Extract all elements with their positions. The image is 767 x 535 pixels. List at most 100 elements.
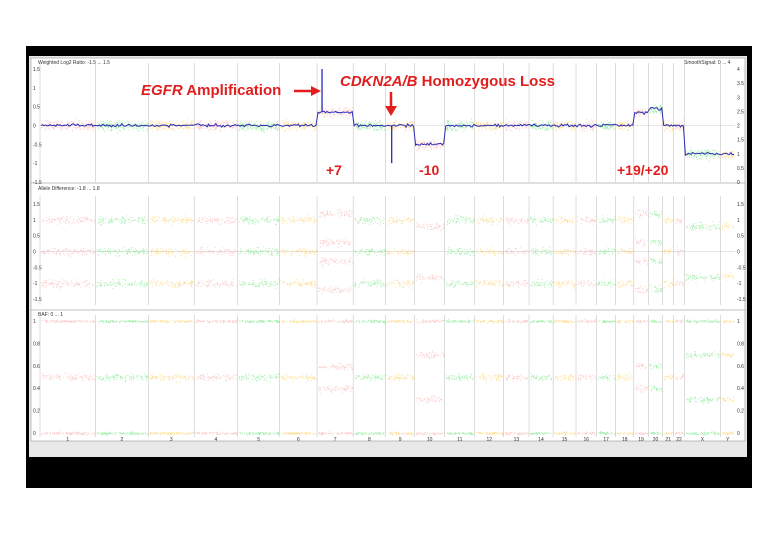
baf-dots [195,319,238,324]
baf-dots [649,362,663,370]
allele-right-y-tick: 0 [737,250,740,256]
allele-dots [663,279,674,288]
log2-dots [238,121,280,133]
allele-dots [531,246,552,256]
allele-dots [446,280,475,288]
baf-dots [318,318,353,324]
chromosome-label: 12 [486,437,492,443]
baf-dots [635,363,647,370]
allele-dots [577,279,597,288]
baf-dots [721,431,734,436]
log2-panel-right-title: SmoothSignal: 0 ... 4 [684,60,731,66]
allele-dots [238,246,279,257]
chromosome-label: 15 [562,437,568,443]
baf-dots [388,431,414,436]
allele-dots [675,246,685,256]
log2-dots [597,119,616,131]
baf-dots [282,319,317,324]
allele-dots [319,209,353,219]
baf-dots [577,374,596,382]
log2-dots [674,119,685,131]
smooth-y-tick: 0.5 [737,166,744,172]
baf-dots [649,431,663,436]
allele-dots [195,246,237,257]
baf-dots [635,385,648,393]
baf-dots [685,431,720,436]
baf-dots [282,431,316,436]
smooth-y-tick: 3.5 [737,81,744,87]
chromosome-label: 17 [603,437,609,443]
baf-dots [149,319,193,324]
allele-dots [476,246,504,257]
smoothed-log2-line [40,106,735,157]
baf-dots [445,373,474,381]
baf-dots [238,373,280,383]
log2-dots [530,119,553,131]
allele-dots [415,273,445,283]
allele-panel-title: Allele Difference: -1.8 ... 1.8 [38,186,100,192]
allele-dots [195,216,238,226]
allele-dots [96,278,149,289]
allele-dots [446,247,475,256]
allele-y-tick: -1 [33,281,38,287]
baf-dots [597,319,616,324]
baf-dots [554,374,576,381]
baf-right-y-tick: 1 [737,319,740,325]
chromosome-label: 5 [257,437,260,443]
baf-dots [318,385,353,394]
chromosome-label: X [701,437,705,443]
chromosome-label: 18 [622,437,628,443]
baf-dots [650,385,663,392]
allele-dots [649,284,663,294]
baf-dots [415,350,445,359]
baf-dots [617,373,633,381]
baf-dots [554,431,576,436]
baf-panel [30,309,746,442]
chromosome-label: 22 [676,437,682,443]
allele-y-tick: 1 [33,218,36,224]
baf-dots [635,319,648,324]
allele-dots [721,272,735,281]
baf-dots [675,373,684,380]
smooth-y-tick: 0 [737,180,740,186]
allele-dots [598,246,616,255]
allele-dots [238,278,280,289]
allele-dots [150,278,194,288]
allele-dots [635,238,648,247]
baf-dots [476,431,504,436]
allele-dots [387,216,415,225]
baf-dots [721,352,735,358]
baf-dots [354,319,386,324]
allele-dots [318,257,353,268]
allele-dots [386,278,414,289]
allele-dots [280,278,316,289]
chromosome-label: 9 [399,437,402,443]
allele-dots [577,247,597,256]
allele-dots [475,279,504,289]
smooth-y-tick: 1.5 [737,138,744,144]
chromosome-label: 2 [121,437,124,443]
baf-dots [723,319,735,324]
baf-dots [195,431,238,436]
gain-19-20-label: +19/+20 [617,162,669,178]
smooth-y-tick: 2.5 [737,109,744,115]
allele-dots [386,247,415,257]
baf-y-tick: 0.2 [33,409,40,415]
log2-dots [195,119,238,132]
baf-dots [721,396,735,403]
allele-dots [477,214,504,226]
baf-dots [505,319,528,324]
baf-dots [685,319,721,324]
allele-y-tick: -0.5 [33,265,42,271]
baf-dots [674,431,685,435]
allele-right-y-tick: -1 [737,281,742,287]
log2-y-tick: -0.5 [33,142,42,148]
allele-right-y-tick: 1.5 [737,202,744,208]
baf-right-y-tick: 0.8 [737,341,744,347]
smooth-y-tick: 2 [737,124,740,130]
allele-dots [635,209,648,219]
baf-right-y-tick: 0.2 [737,409,744,415]
smooth-y-tick: 4 [737,67,740,73]
allele-dots [150,247,193,259]
baf-dots [686,396,721,405]
